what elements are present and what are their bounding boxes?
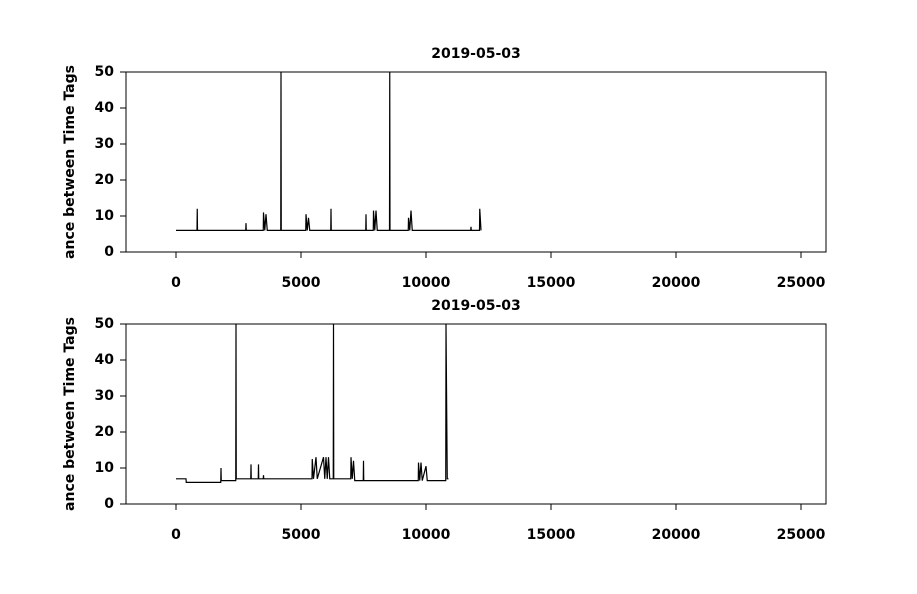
x-tick-label: 10000 [402, 275, 451, 291]
y-tick-label: 30 [95, 136, 115, 152]
y-tick-label: 0 [104, 496, 114, 512]
chart-title: 2019-05-03 [431, 46, 521, 62]
x-tick-label: 5000 [282, 275, 321, 291]
y-tick-label: 40 [95, 352, 115, 368]
y-tick-label: 50 [95, 64, 115, 80]
y-tick-label: 10 [95, 460, 115, 476]
y-tick-label: 10 [95, 208, 115, 224]
data-line [176, 323, 449, 483]
x-tick-label: 5000 [282, 527, 321, 543]
y-tick-label: 50 [95, 316, 115, 332]
x-tick-label: 15000 [527, 275, 576, 291]
x-tick-label: 25000 [777, 527, 826, 543]
x-tick-label: 20000 [652, 527, 701, 543]
chart-title: 2019-05-03 [431, 298, 521, 314]
y-tick-label: 20 [95, 424, 115, 440]
y-axis-label: ance between Time Tags [62, 65, 78, 259]
plot-frame [125, 71, 827, 253]
y-tick-label: 20 [95, 172, 115, 188]
x-tick-label: 25000 [777, 275, 826, 291]
y-axis-label: ance between Time Tags [62, 317, 78, 511]
y-tick-label: 40 [95, 100, 115, 116]
x-tick-label: 0 [171, 275, 181, 291]
y-tick-label: 30 [95, 388, 115, 404]
x-tick-label: 20000 [652, 275, 701, 291]
data-line [176, 71, 482, 231]
y-tick-label: 0 [104, 244, 114, 260]
x-tick-label: 15000 [527, 527, 576, 543]
plot-frame [125, 323, 827, 505]
x-tick-label: 0 [171, 527, 181, 543]
x-tick-label: 10000 [402, 527, 451, 543]
